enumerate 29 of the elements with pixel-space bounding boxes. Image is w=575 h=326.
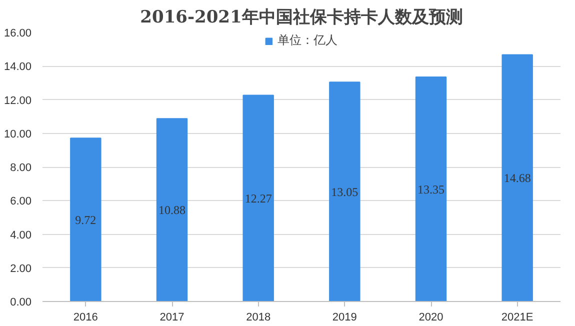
y-tick-label: 2.00 bbox=[10, 262, 32, 275]
legend-label: 单位：亿人 bbox=[278, 32, 338, 49]
y-tick-label: 8.00 bbox=[10, 162, 32, 174]
bar bbox=[156, 118, 188, 302]
y-tick-label: 14.00 bbox=[4, 61, 32, 74]
y-tick-label: 12.00 bbox=[4, 94, 32, 107]
bar bbox=[502, 54, 533, 302]
x-tick-label: 2019 bbox=[332, 312, 357, 324]
chart-title: 2016-2021年中国社保卡持卡人数及预测 bbox=[140, 8, 463, 28]
data-label: 13.05 bbox=[331, 184, 358, 199]
bar bbox=[242, 94, 274, 302]
x-tick-label: 2021E bbox=[501, 312, 534, 324]
x-tick-label: 2017 bbox=[160, 312, 184, 324]
x-tick-label: 2016 bbox=[73, 312, 98, 324]
bar bbox=[415, 76, 447, 302]
x-tick-label: 2020 bbox=[418, 312, 444, 324]
data-label: 10.88 bbox=[158, 203, 186, 218]
data-label: 13.35 bbox=[418, 182, 444, 196]
data-label: 9.72 bbox=[75, 212, 96, 227]
data-label: 12.27 bbox=[244, 191, 272, 206]
bar bbox=[70, 138, 102, 302]
x-tick-label: 2018 bbox=[246, 312, 271, 324]
y-tick-label: 6.00 bbox=[10, 196, 32, 208]
y-tick-label: 4.00 bbox=[10, 229, 32, 242]
y-tick-label: 0.00 bbox=[10, 296, 32, 308]
data-label: 14.68 bbox=[504, 171, 531, 186]
y-tick-label: 16.00 bbox=[4, 28, 32, 40]
bar bbox=[329, 82, 360, 302]
y-tick-label: 10.00 bbox=[4, 128, 32, 140]
